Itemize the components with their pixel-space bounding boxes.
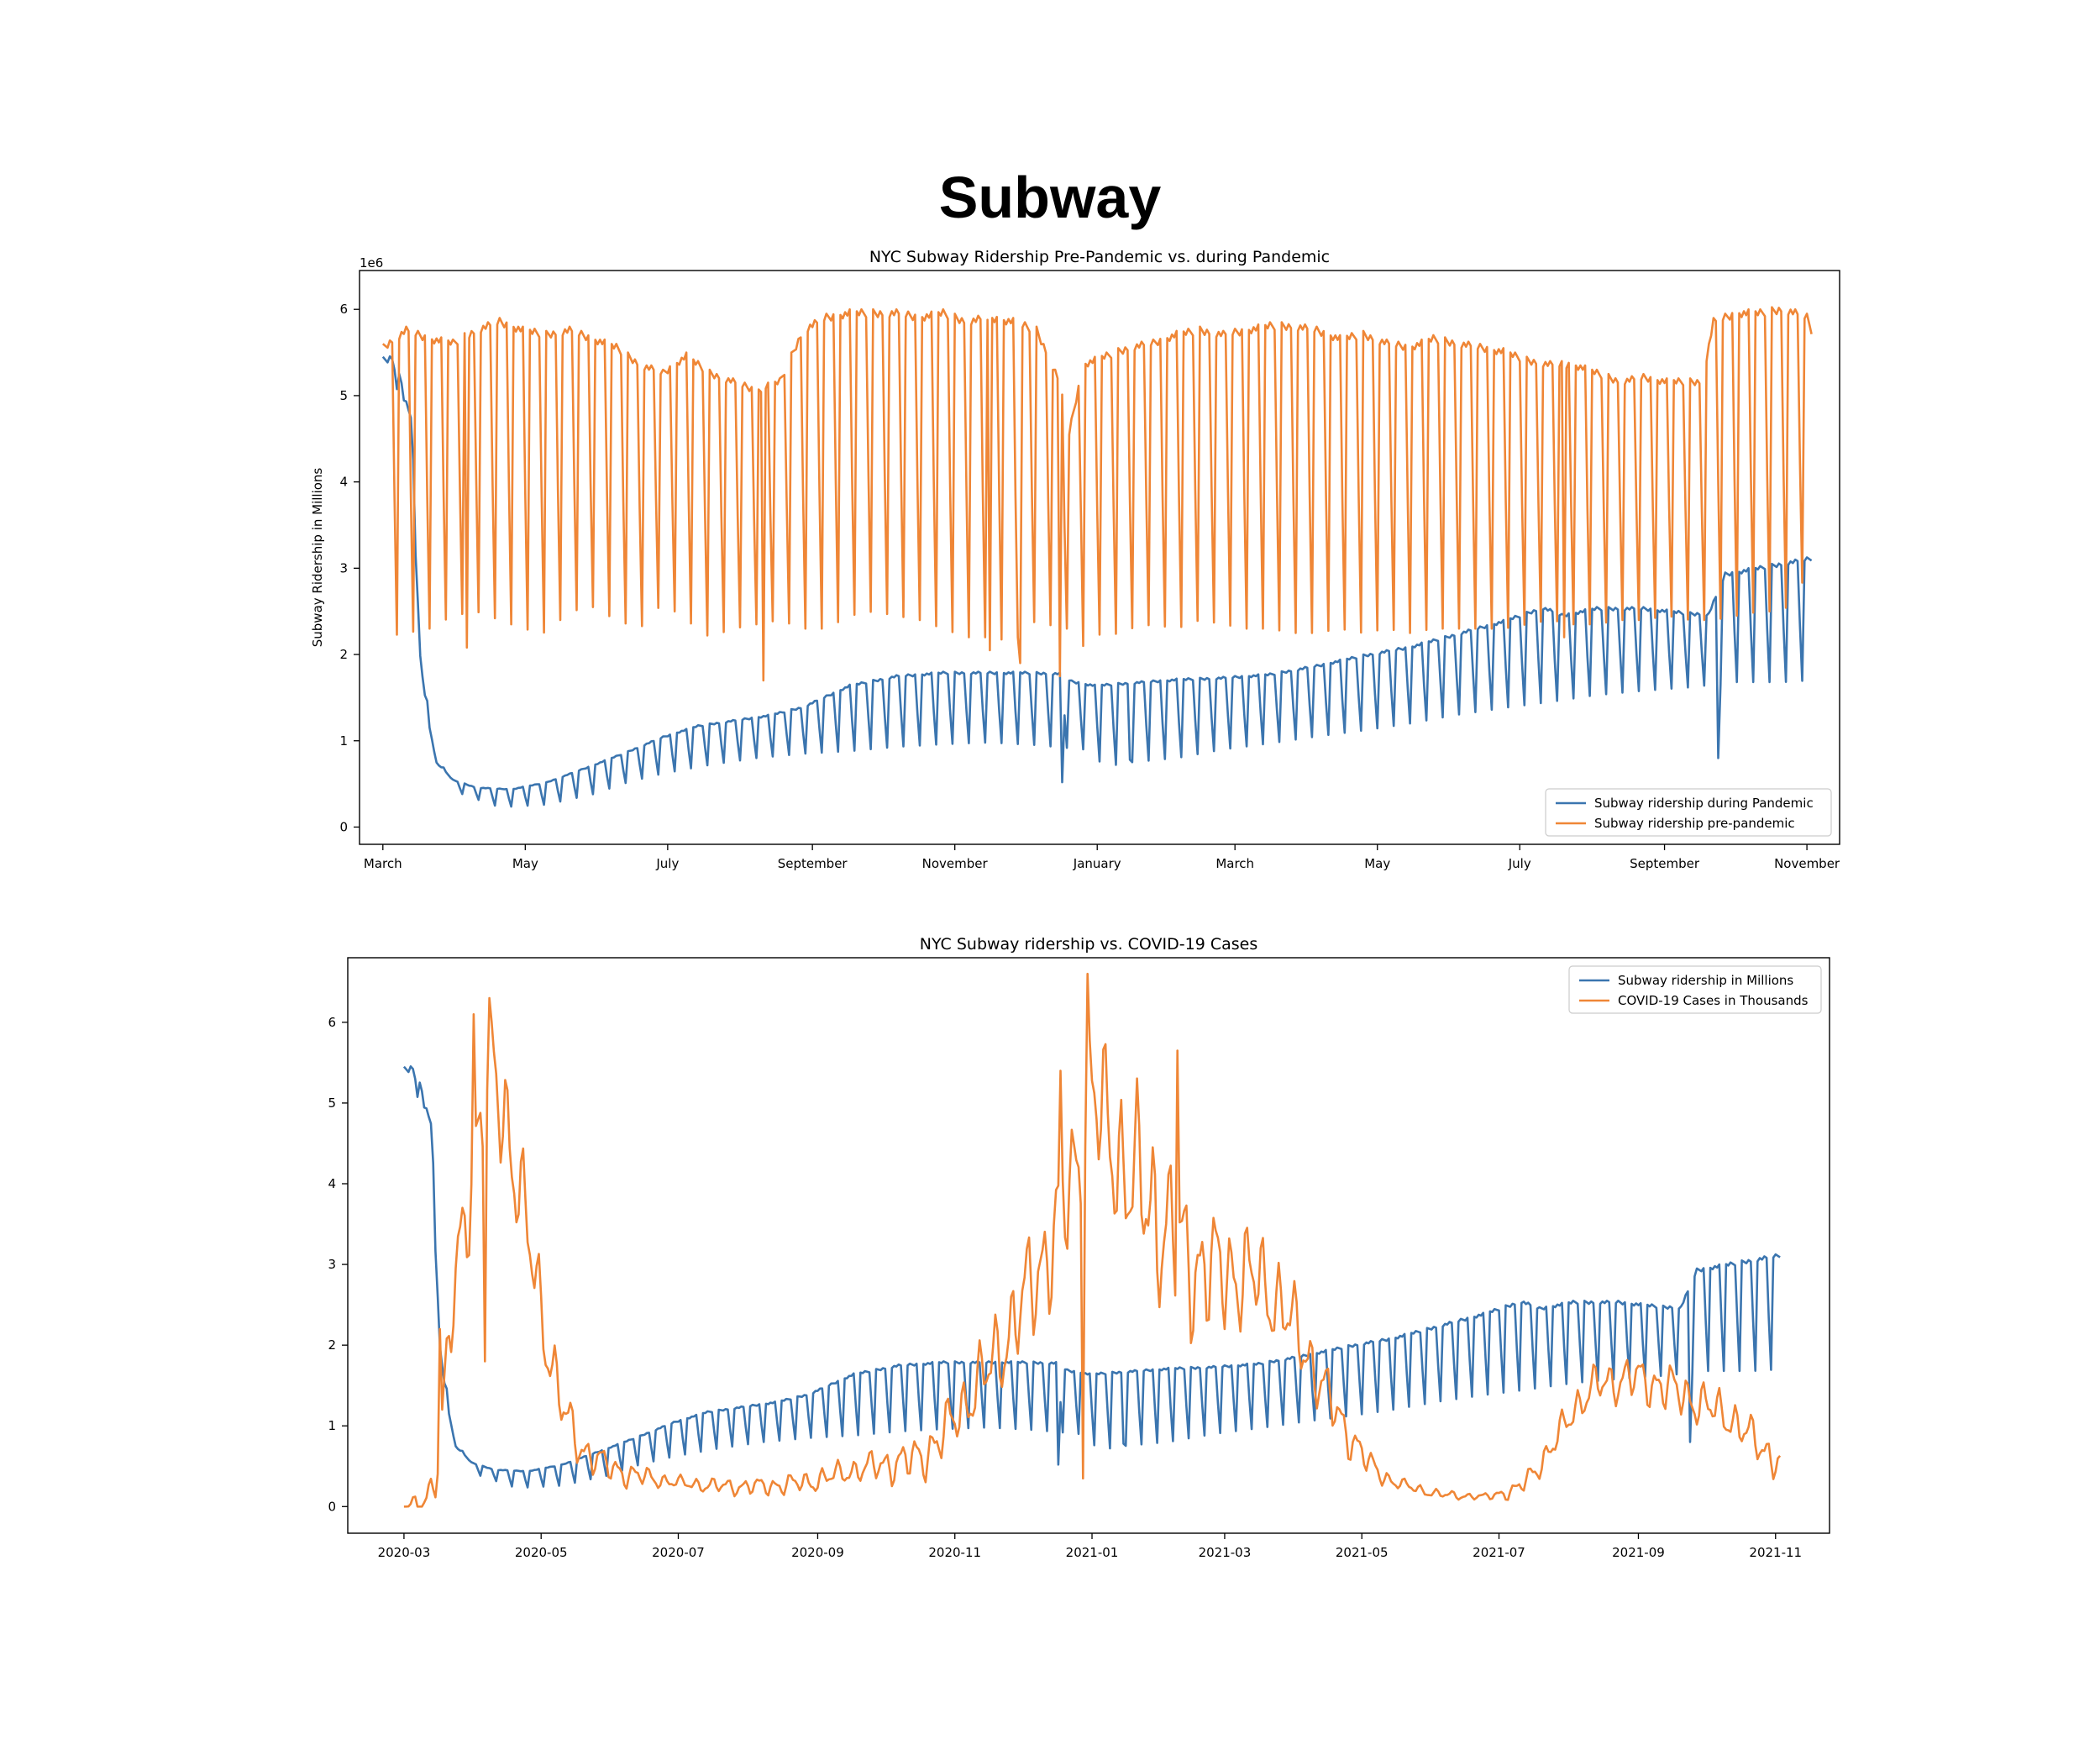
legend-label: Subway ridership pre-pandemic (1594, 816, 1795, 831)
x-tick-label: September (778, 856, 848, 871)
x-tick-label: 2020-11 (928, 1545, 981, 1560)
x-tick-label: May (1364, 856, 1390, 871)
y-tick-label: 1 (328, 1418, 336, 1433)
y-tick-label: 2 (328, 1337, 336, 1353)
y-tick-label: 1 (339, 733, 348, 749)
legend-label: Subway ridership in Millions (1618, 973, 1793, 988)
y-tick-label: 6 (328, 1015, 336, 1030)
chart-1: NYC Subway Ridership Pre-Pandemic vs. du… (310, 248, 1840, 871)
chart-2: NYC Subway ridership vs. COVID-19 Cases 2… (328, 935, 1830, 1560)
legend-label: Subway ridership during Pandemic (1594, 796, 1814, 811)
x-tick-label: 2021-11 (1749, 1545, 1802, 1560)
series-line-2 (381, 306, 1813, 682)
y-tick-label: 4 (328, 1176, 336, 1191)
series-line-1 (402, 1065, 1781, 1489)
x-tick-label: September (1630, 856, 1700, 871)
page-title: Subway (938, 165, 1162, 230)
x-tick-label: 2021-03 (1199, 1545, 1252, 1560)
x-tick-label: 2020-03 (378, 1545, 431, 1560)
y-tick-label: 6 (339, 302, 348, 317)
plot-frame (347, 957, 1830, 1534)
y-tick-label: 0 (339, 819, 348, 834)
legend-box (1568, 965, 1822, 1014)
x-tick-label: November (922, 856, 989, 871)
y-tick-label: 2 (339, 647, 348, 662)
y-tick-label: 4 (339, 475, 348, 490)
x-tick-label: 2021-05 (1336, 1545, 1389, 1560)
x-tick-label: May (512, 856, 538, 871)
x-tick-label: 2020-07 (652, 1545, 705, 1560)
x-tick-label: July (655, 856, 679, 871)
series-line-1 (381, 355, 1813, 808)
y-offset-label: 1e6 (360, 255, 383, 271)
x-tick-label: 2020-05 (515, 1545, 568, 1560)
legend: Subway ridership during Pandemic Subway r… (1545, 788, 1832, 837)
chart-title: NYC Subway Ridership Pre-Pandemic vs. du… (869, 248, 1330, 266)
x-tick-label: 2021-09 (1612, 1545, 1665, 1560)
x-tick-label: 2021-07 (1473, 1545, 1525, 1560)
y-tick-label: 5 (339, 388, 348, 403)
x-tick-label: January (1073, 856, 1121, 871)
x-tick-label: March (1215, 856, 1254, 871)
chart-title: NYC Subway ridership vs. COVID-19 Cases (920, 935, 1258, 954)
y-axis-label: Subway Ridership in Millions (310, 468, 325, 648)
series-line-2 (403, 972, 1782, 1508)
legend-box (1545, 788, 1832, 837)
plot-frame (359, 270, 1840, 845)
legend-label: COVID-19 Cases in Thousands (1618, 993, 1809, 1008)
x-tick-label: 2021-01 (1066, 1545, 1119, 1560)
y-tick-label: 3 (339, 560, 348, 575)
x-tick-label: November (1774, 856, 1840, 871)
x-tick-label: March (364, 856, 402, 871)
y-tick-label: 0 (328, 1499, 336, 1514)
x-tick-label: July (1508, 856, 1531, 871)
y-tick-label: 3 (328, 1257, 336, 1272)
y-tick-label: 5 (328, 1096, 336, 1111)
x-tick-label: 2020-09 (791, 1545, 844, 1560)
legend: Subway ridership in Millions COVID-19 Cas… (1568, 965, 1822, 1014)
